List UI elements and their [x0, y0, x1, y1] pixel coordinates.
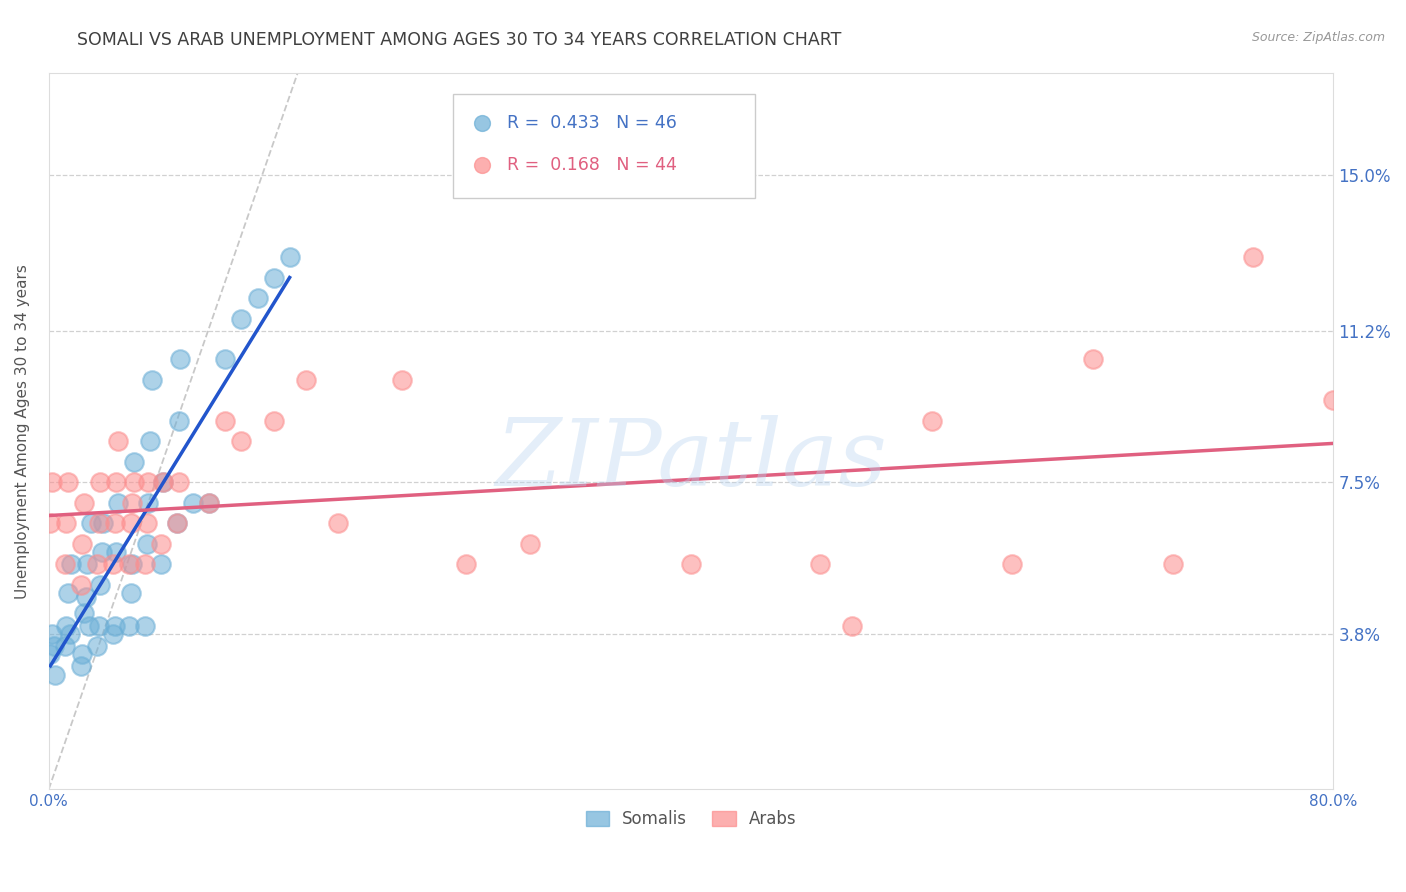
Point: [1001, 557, 1024, 571]
Point: [181, 496, 204, 510]
Point: [166, 516, 188, 531]
Point: [101, 557, 124, 571]
Point: [135, 516, 157, 531]
Point: [89, 475, 111, 490]
Point: [60, 557, 83, 571]
Point: [103, 618, 125, 632]
Point: [456, 557, 478, 571]
Point: [72, 536, 94, 550]
Point: [122, 455, 145, 469]
Point: [73, 496, 96, 510]
Point: [391, 373, 413, 387]
Point: [214, 352, 236, 367]
Point: [76, 557, 98, 571]
Point: [70, 659, 93, 673]
Point: [150, 536, 173, 550]
Point: [70, 577, 93, 591]
Point: [86, 557, 108, 571]
Point: [263, 414, 285, 428]
Point: [105, 475, 128, 490]
Point: [808, 557, 831, 571]
Point: [263, 270, 285, 285]
Point: [294, 373, 316, 387]
Point: [278, 250, 301, 264]
Point: [89, 577, 111, 591]
Point: [214, 414, 236, 428]
Point: [152, 475, 174, 490]
Point: [198, 496, 221, 510]
Point: [134, 618, 156, 632]
Point: [41, 626, 63, 640]
Text: R =  0.168   N = 44: R = 0.168 N = 44: [508, 156, 678, 174]
Point: [53, 557, 76, 571]
Point: [246, 291, 269, 305]
Point: [118, 618, 141, 632]
Point: [56, 586, 79, 600]
Text: R =  0.433   N = 46: R = 0.433 N = 46: [508, 114, 678, 132]
Point: [53, 639, 76, 653]
Point: [77, 618, 100, 632]
Point: [167, 475, 190, 490]
Point: [1322, 393, 1344, 408]
Point: [1081, 352, 1104, 367]
Text: Source: ZipAtlas.com: Source: ZipAtlas.com: [1251, 31, 1385, 45]
Point: [921, 414, 943, 428]
Point: [198, 496, 221, 510]
Point: [105, 545, 128, 559]
Point: [122, 475, 145, 490]
Point: [118, 557, 141, 571]
Point: [135, 536, 157, 550]
Point: [75, 590, 97, 604]
Point: [59, 626, 82, 640]
Point: [167, 414, 190, 428]
Point: [134, 557, 156, 571]
Point: [41, 475, 63, 490]
Point: [87, 618, 110, 632]
Point: [231, 311, 253, 326]
Point: [519, 536, 541, 550]
Point: [56, 475, 79, 490]
Point: [152, 475, 174, 490]
Point: [55, 516, 77, 531]
Point: [93, 516, 115, 531]
Point: [1161, 557, 1184, 571]
Point: [107, 434, 129, 449]
Point: [231, 434, 253, 449]
Point: [103, 516, 125, 531]
FancyBboxPatch shape: [453, 95, 755, 198]
Point: [166, 516, 188, 531]
Point: [121, 557, 143, 571]
Point: [101, 626, 124, 640]
Point: [681, 557, 703, 571]
Point: [326, 516, 349, 531]
Legend: Somalis, Arabs: Somalis, Arabs: [579, 804, 803, 835]
Point: [841, 618, 863, 632]
Point: [44, 667, 66, 681]
Point: [136, 496, 159, 510]
Text: SOMALI VS ARAB UNEMPLOYMENT AMONG AGES 30 TO 34 YEARS CORRELATION CHART: SOMALI VS ARAB UNEMPLOYMENT AMONG AGES 3…: [77, 31, 842, 49]
Point: [1241, 250, 1264, 264]
Point: [120, 586, 142, 600]
Point: [150, 557, 173, 571]
Point: [72, 647, 94, 661]
Point: [169, 352, 191, 367]
Point: [79, 516, 101, 531]
Point: [120, 516, 142, 531]
Point: [86, 639, 108, 653]
Point: [39, 647, 62, 661]
Point: [139, 434, 162, 449]
Point: [90, 545, 112, 559]
Point: [107, 496, 129, 510]
Text: ZIPatlas: ZIPatlas: [495, 415, 887, 505]
Point: [55, 618, 77, 632]
Point: [42, 639, 65, 653]
Point: [121, 496, 143, 510]
Point: [136, 475, 159, 490]
Point: [39, 516, 62, 531]
Y-axis label: Unemployment Among Ages 30 to 34 years: Unemployment Among Ages 30 to 34 years: [15, 264, 30, 599]
Point: [87, 516, 110, 531]
Point: [141, 373, 163, 387]
Point: [73, 606, 96, 620]
